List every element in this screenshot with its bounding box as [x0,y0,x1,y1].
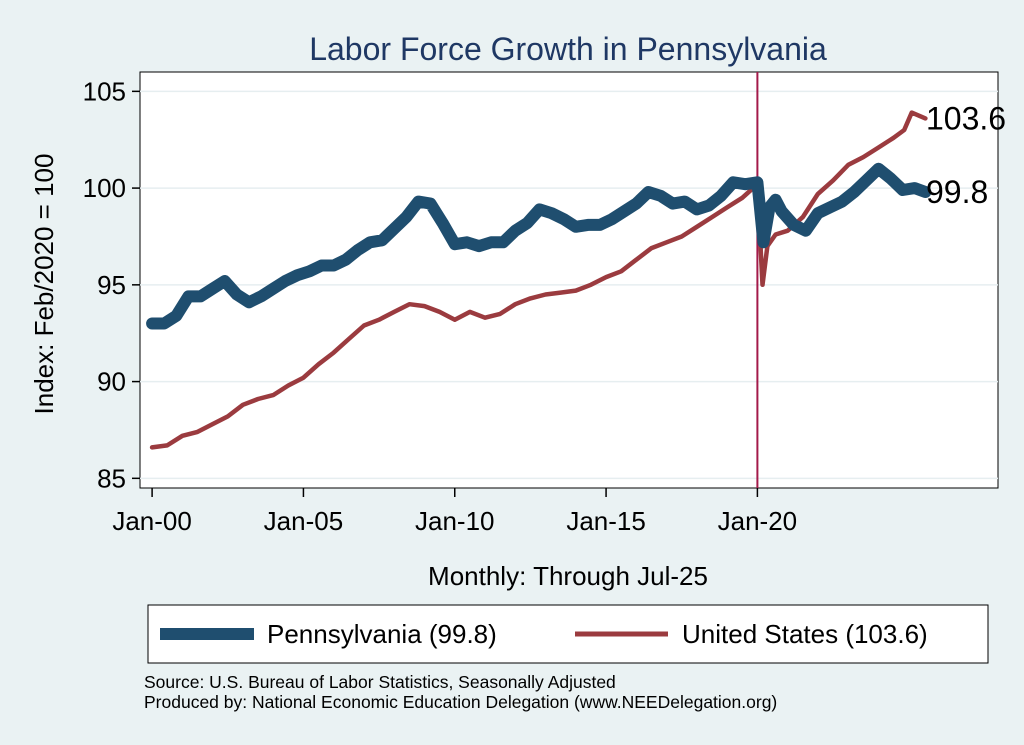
legend-label-pennsylvania: Pennsylvania (99.8) [267,619,497,649]
plot-area [139,71,999,489]
y-tick-label-90: 90 [97,367,126,397]
end-label-united-states: 103.6 [926,100,1006,136]
footer-notes: Source: U.S. Bureau of Labor Statistics,… [144,672,777,712]
series-layer [146,72,932,488]
legend-label-united-states: United States (103.6) [682,619,928,649]
y-tick-label-95: 95 [97,270,126,300]
end-label-pennsylvania: 99.8 [926,174,988,210]
x-tick-label-Jan-20: Jan-20 [718,506,798,536]
x-axis: Jan-00 Jan-05 Jan-10 Jan-15 Jan-20 [112,488,797,536]
legend-box [147,604,989,664]
x-tick-label-Jan-10: Jan-10 [415,506,495,536]
y-tick-label-100: 100 [83,173,126,203]
y-tick-label-105: 105 [83,76,126,106]
source-note: Source: U.S. Bureau of Labor Statistics,… [144,672,616,692]
y-tick-label-85: 85 [97,463,126,493]
x-tick-label-Jan-15: Jan-15 [566,506,646,536]
end-labels: 99.8 103.6 [926,100,1006,210]
y-axis: 85 90 95 100 105 [83,76,140,493]
x-tick-label-Jan-00: Jan-00 [112,506,192,536]
series-line-united-states [149,110,928,450]
x-axis-title: Monthly: Through Jul-25 [428,561,708,591]
legend: Pennsylvania (99.8) United States (103.6… [147,604,989,664]
series-line-pennsylvania [146,162,932,330]
chart-title: Labor Force Growth in Pennsylvania [309,31,827,67]
y-axis-title: Index: Feb/2020 = 100 [29,154,59,415]
produced-note: Produced by: National Economic Education… [144,692,778,712]
x-tick-label-Jan-05: Jan-05 [264,506,344,536]
